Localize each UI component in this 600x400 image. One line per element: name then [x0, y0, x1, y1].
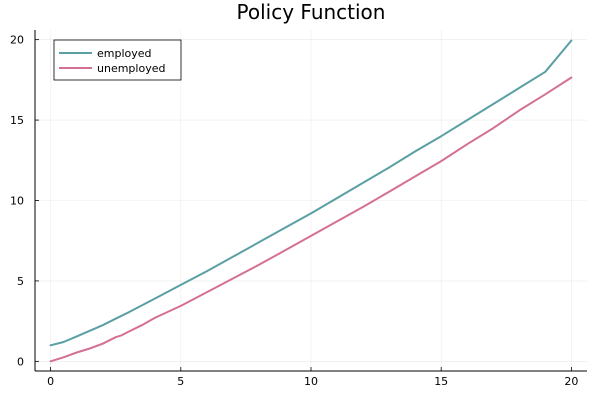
series-line-employed — [49, 39, 573, 347]
x-tick-label: 20 — [564, 375, 578, 388]
y-tick-label: 20 — [10, 34, 24, 47]
legend: employed unemployed — [53, 39, 182, 81]
y-tick-label: 10 — [10, 195, 24, 208]
series-line-unemployed — [49, 76, 573, 363]
y-tick-label: 0 — [17, 355, 24, 368]
series-layer — [49, 39, 573, 363]
x-tick-label: 10 — [304, 375, 318, 388]
legend-label-unemployed: unemployed — [97, 62, 165, 75]
legend-box — [53, 39, 182, 81]
chart-title: Policy Function — [237, 0, 386, 24]
x-tick-label: 5 — [177, 375, 184, 388]
grid — [35, 30, 587, 371]
x-tick-label: 15 — [434, 375, 448, 388]
x-tick-label: 0 — [47, 375, 54, 388]
tick-labels: 0 5 10 15 20 0 5 10 15 20 — [10, 34, 578, 388]
legend-label-employed: employed — [97, 47, 152, 60]
y-tick-label: 15 — [10, 114, 24, 127]
y-tick-label: 5 — [17, 275, 24, 288]
axes — [34, 30, 587, 372]
